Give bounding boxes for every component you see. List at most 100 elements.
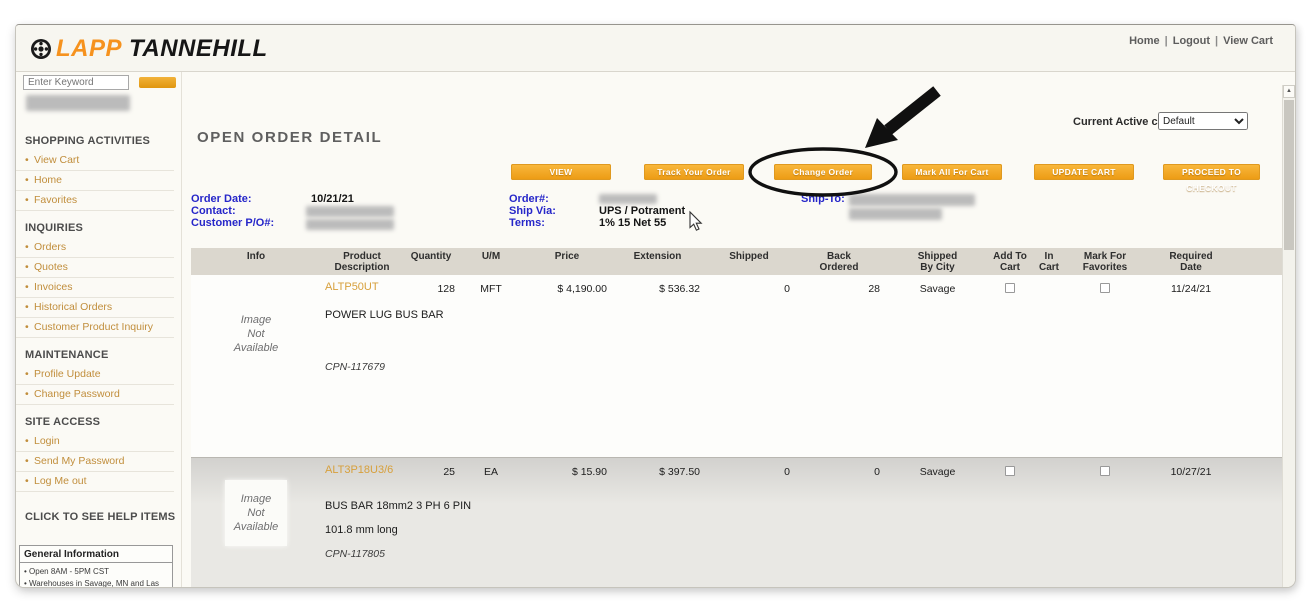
help-items-toggle[interactable]: CLICK TO SEE HELP ITEMS — [25, 511, 176, 523]
col-header-product-description: Product Description — [321, 248, 403, 275]
ship-via-value: UPS / Potrament — [599, 205, 686, 217]
product-description-cell: ALT3P18U3/6 BUS BAR 18mm2 3 PH 6 PIN 101… — [321, 457, 472, 587]
product-image-cell: Image Not Available — [191, 457, 321, 587]
view-button[interactable]: VIEW — [511, 164, 611, 180]
back-ordered-cell: 28 — [868, 283, 880, 295]
customer-po-label: Customer P/O#: — [191, 217, 275, 229]
nav-home-link[interactable]: Home — [1129, 35, 1160, 47]
col-header-extension: Extension — [611, 248, 704, 275]
section-inquiries: INQUIRIES — [25, 222, 84, 234]
change-order-button[interactable]: Change Order — [774, 164, 872, 180]
um-cell: EA — [483, 465, 498, 478]
quantity-cell: 128 — [437, 283, 455, 295]
sidebar-item-profile-update[interactable]: Profile Update — [16, 365, 174, 385]
back-ordered-cell: 0 — [874, 465, 880, 478]
info-box-title: General Information — [20, 546, 172, 563]
add-to-cart-checkbox[interactable] — [1005, 283, 1015, 293]
table-row: Image Not Available ALT3P18U3/6 BUS BAR … — [191, 457, 1283, 587]
sidebar-item-customer-product-inquiry[interactable]: Customer Product Inquiry — [16, 318, 174, 338]
search-input[interactable] — [23, 75, 129, 90]
col-header-required-date: Required Date — [1141, 248, 1241, 275]
sidebar-item-orders[interactable]: Orders — [16, 238, 174, 258]
terms-value: 1% 15 Net 55 — [599, 217, 667, 229]
redacted-customer-po-value — [306, 219, 394, 230]
active-cart-select[interactable]: Default — [1158, 112, 1248, 130]
top-nav: Home | Logout | View Cart — [1129, 35, 1273, 47]
proceed-to-checkout-button[interactable]: PROCEED TO CHECKOUT — [1163, 164, 1260, 193]
main-content: Current Active cart: Default OPEN ORDER … — [182, 72, 1283, 587]
image-not-available-text: Image Not Available — [233, 314, 279, 354]
col-header-quantity: Quantity — [403, 248, 459, 275]
price-cell: $ 15.90 — [571, 465, 607, 478]
brand-logo: LAPP TANNEHILL — [30, 35, 268, 63]
contact-label: Contact: — [191, 205, 236, 217]
table-row: Image Not Available ALTP50UT POWER LUG B… — [191, 275, 1283, 457]
add-to-cart-cell — [991, 457, 1029, 587]
logo-text-lapp: LAPP — [56, 35, 123, 62]
extension-cell: $ 536.32 — [659, 283, 700, 295]
col-header-shipped: Shipped — [704, 248, 794, 275]
logo-text-tannehill: TANNEHILL — [129, 35, 268, 62]
nav-separator: | — [1214, 35, 1219, 47]
mark-all-for-cart-button[interactable]: Mark All For Cart — [902, 164, 1002, 180]
required-date-cell: 10/27/21 — [1170, 465, 1212, 478]
table-header-row: Info Product Description Quantity U/M Pr… — [191, 248, 1283, 275]
vertical-scrollbar[interactable]: ▲ — [1282, 85, 1295, 587]
track-your-order-button[interactable]: Track Your Order — [644, 164, 744, 180]
search-button[interactable] — [139, 77, 176, 88]
sidebar-item-send-my-password[interactable]: Send My Password — [16, 452, 174, 472]
product-description-cell: ALTP50UT POWER LUG BUS BAR CPN-117679 — [321, 275, 444, 457]
update-cart-button[interactable]: UPDATE CART — [1034, 164, 1134, 180]
col-header-info: Info — [191, 248, 321, 275]
nav-view-cart-link[interactable]: View Cart — [1223, 35, 1273, 47]
image-not-available-text: Image Not Available — [224, 479, 288, 546]
col-header-um: U/M — [459, 248, 523, 275]
info-item: Open 8AM - 5PM CST — [24, 566, 169, 578]
sidebar-item-login[interactable]: Login — [16, 432, 174, 452]
add-to-cart-checkbox[interactable] — [1005, 465, 1015, 476]
add-to-cart-cell — [991, 275, 1029, 457]
redacted-account-name — [26, 95, 130, 111]
product-description-text: BUS BAR 18mm2 3 PH 6 PIN — [325, 499, 472, 512]
sidebar-item-invoices[interactable]: Invoices — [16, 278, 174, 298]
sidebar-item-favorites[interactable]: Favorites — [16, 191, 174, 211]
mark-for-favorites-checkbox[interactable] — [1100, 465, 1110, 476]
mark-for-favorites-cell — [1069, 457, 1141, 587]
section-shopping-activities: SHOPPING ACTIVITIES — [25, 135, 151, 147]
cpn-text: CPN-117805 — [325, 547, 385, 560]
sidebar-item-historical-orders[interactable]: Historical Orders — [16, 298, 174, 318]
redacted-order-number-value — [599, 194, 657, 204]
sidebar-item-view-cart[interactable]: View Cart — [16, 151, 174, 171]
top-header: LAPP TANNEHILL Home | Logout | View Cart — [16, 25, 1295, 72]
spacer-cell — [1241, 275, 1283, 457]
order-number-label: Order#: — [509, 193, 549, 205]
mark-for-favorites-checkbox[interactable] — [1100, 283, 1110, 293]
extension-cell: $ 397.50 — [659, 465, 700, 478]
scrollbar-thumb[interactable] — [1284, 100, 1294, 250]
spacer-cell — [1241, 457, 1283, 587]
general-information-box: General Information Open 8AM - 5PM CST W… — [19, 545, 173, 587]
in-cart-cell — [1029, 275, 1069, 457]
sidebar-item-quotes[interactable]: Quotes — [16, 258, 174, 278]
scrollbar-up-arrow[interactable]: ▲ — [1283, 85, 1295, 98]
order-lines-table: Info Product Description Quantity U/M Pr… — [191, 248, 1283, 587]
section-site-access: SITE ACCESS — [25, 416, 101, 428]
product-image-cell: Image Not Available — [191, 275, 321, 457]
shipped-by-city-cell: Savage — [919, 283, 956, 295]
sidebar-item-change-password[interactable]: Change Password — [16, 385, 174, 405]
part-number-link[interactable]: ALT3P18U3/6 — [325, 463, 394, 476]
nav-separator: | — [1164, 35, 1168, 47]
shipped-by-city-cell: Savage — [919, 465, 956, 478]
col-header-spacer — [1241, 248, 1283, 275]
ship-via-label: Ship Via: — [509, 205, 556, 217]
sidebar: SHOPPING ACTIVITIES View Cart Home Favor… — [16, 72, 182, 587]
sidebar-item-home[interactable]: Home — [16, 171, 174, 191]
info-box-list: Open 8AM - 5PM CST Warehouses in Savage,… — [20, 563, 172, 587]
price-cell: $ 4,190.00 — [557, 283, 607, 295]
col-header-in-cart: In Cart — [1029, 248, 1069, 275]
part-number-link[interactable]: ALTP50UT — [325, 281, 379, 293]
nav-logout-link[interactable]: Logout — [1172, 35, 1210, 47]
sidebar-item-log-me-out[interactable]: Log Me out — [16, 472, 174, 492]
terms-label: Terms: — [509, 217, 545, 229]
